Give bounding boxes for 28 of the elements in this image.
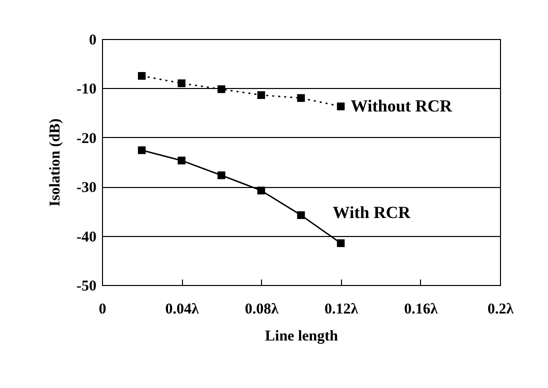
y-tick-label: 0: [89, 32, 96, 48]
point: [178, 79, 186, 88]
x-tick-label: 0.04λ: [165, 302, 200, 318]
point: [218, 85, 226, 94]
x-tick-label: 0.08λ: [244, 302, 280, 318]
point: [297, 94, 305, 102]
series-label: With RCR: [332, 203, 412, 222]
y-axis-title: Isolation (dB): [48, 118, 64, 206]
y-tick-label: -30: [76, 180, 96, 196]
y-tick-label: -40: [76, 229, 96, 246]
x-tick-label: 0.16λ: [404, 302, 438, 318]
point: [138, 146, 146, 154]
point: [138, 72, 146, 80]
point: [257, 186, 266, 194]
series-label: Without RCR: [350, 96, 453, 116]
point: [218, 171, 226, 180]
x-tick-label: 0.12λ: [324, 302, 359, 318]
y-tick-label: -10: [76, 82, 96, 98]
point: [297, 211, 305, 220]
point: [336, 102, 345, 110]
y-tick-label: -20: [76, 130, 96, 147]
x-tick-label: 0.2λ: [487, 302, 514, 318]
point: [178, 156, 186, 164]
point: [257, 91, 266, 99]
point: [336, 239, 345, 248]
y-tick-label: -50: [76, 278, 96, 294]
x-tick-label: 0: [98, 302, 106, 318]
x-axis-title: Line length: [265, 328, 339, 344]
